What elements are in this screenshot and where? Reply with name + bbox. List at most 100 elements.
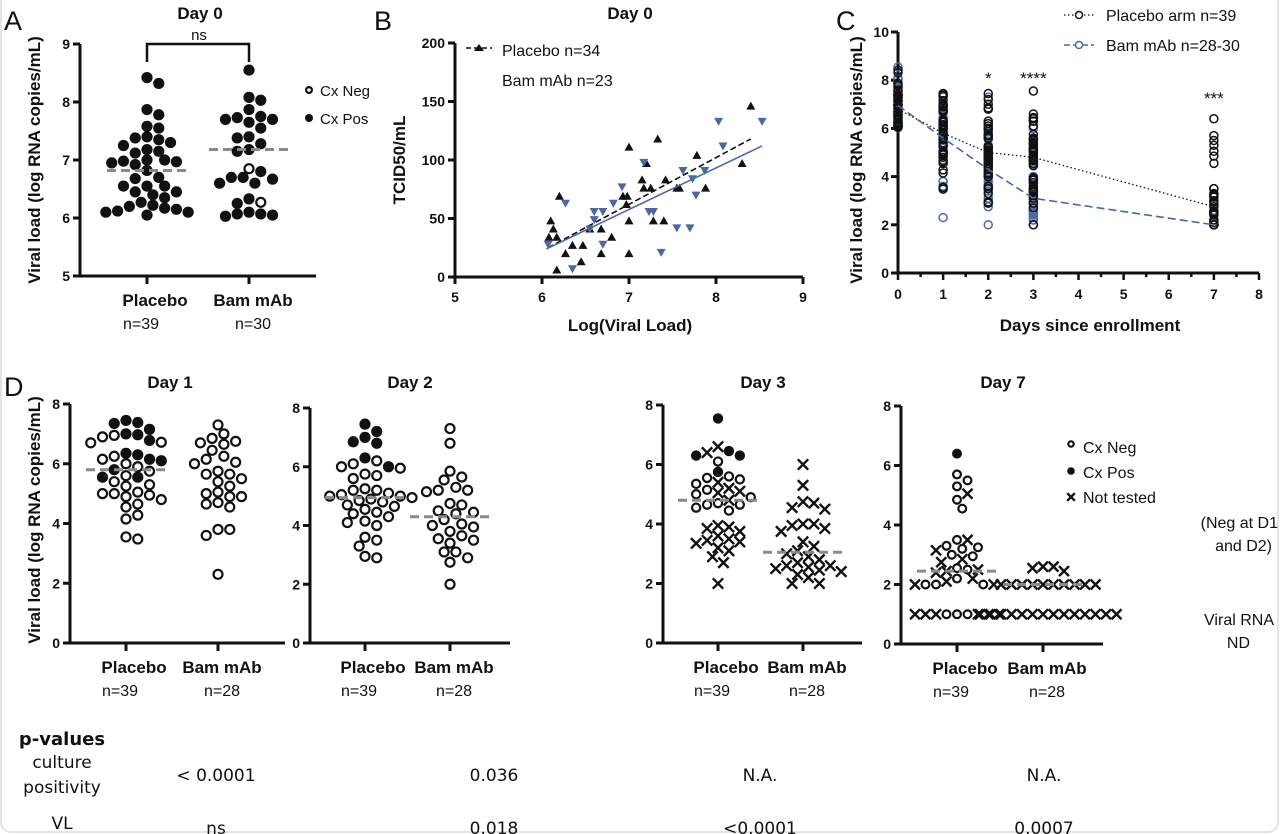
- cx-pos-point: [159, 202, 171, 214]
- y-tick-label: 8: [52, 396, 60, 412]
- cx-neg-point: [206, 444, 218, 456]
- not-tested-point: [802, 571, 815, 584]
- cx-neg-point: [951, 469, 962, 480]
- viral-load-point: [1209, 210, 1219, 220]
- cx-neg-point: [444, 556, 456, 568]
- cx-neg-point: [212, 486, 224, 498]
- cx-pos-point: [143, 434, 156, 447]
- cx-pos-point: [255, 94, 267, 106]
- cx-neg-point: [120, 480, 132, 492]
- not-tested-point: [711, 529, 725, 542]
- legend-label: Cx Neg: [1083, 440, 1136, 457]
- not-tested-point: [930, 608, 942, 621]
- cx-neg-point: [962, 609, 973, 620]
- placebo-point: [692, 150, 702, 159]
- cx-pos-point: [382, 461, 395, 473]
- viral-load-point: [893, 80, 903, 91]
- placebo-point: [624, 216, 634, 225]
- cx-neg-point: [132, 533, 144, 545]
- y-tick-label: 0: [437, 269, 445, 285]
- cx-pos-point: [147, 199, 159, 211]
- row-label: culture: [32, 753, 91, 773]
- legend-not-tested-icon: [1066, 492, 1076, 502]
- cx-pos-point: [182, 206, 194, 218]
- placebo-point: [560, 249, 570, 258]
- cx-pos-point: [255, 122, 267, 134]
- group-points: [100, 72, 194, 221]
- y-tick-label: 4: [645, 516, 653, 532]
- viral-load-point: [983, 183, 993, 194]
- cx-pos-point: [147, 189, 159, 201]
- not-tested-point: [1110, 608, 1123, 621]
- cx-neg-point: [218, 428, 230, 440]
- cx-neg-point: [723, 505, 735, 516]
- cx-neg-point: [347, 508, 359, 520]
- group-points: [769, 458, 848, 590]
- y-tick-label: 0: [645, 635, 653, 651]
- placebo-point: [576, 257, 586, 266]
- y-tick-label: 0: [52, 635, 60, 651]
- cx-neg-point: [467, 521, 480, 533]
- placebo-point: [648, 216, 658, 225]
- cx-neg-point: [438, 474, 450, 486]
- bam-point: [617, 183, 627, 192]
- not-tested-point: [966, 572, 979, 585]
- cx-neg-point: [120, 470, 132, 482]
- group-label: Bam mAb: [182, 658, 261, 677]
- y-tick-label: 2: [292, 576, 300, 592]
- cx-neg-point: [951, 563, 962, 574]
- cx-neg-point: [212, 465, 224, 477]
- viral-load-point: [983, 201, 993, 212]
- cx-pos-point: [141, 120, 153, 132]
- cx-pos-point: [141, 131, 153, 143]
- cx-pos-point: [129, 159, 141, 171]
- x-tick-label: 6: [1165, 286, 1173, 302]
- cx-neg-point: [341, 516, 353, 529]
- not-tested-point: [984, 608, 997, 621]
- not-tested-point: [791, 556, 804, 569]
- panel-letter-a: A: [4, 6, 22, 36]
- bam-point: [678, 167, 688, 176]
- cx-neg-point: [456, 530, 468, 542]
- not-tested-point: [1026, 608, 1039, 621]
- cx-pos-point: [266, 113, 279, 125]
- not-tested-point: [1047, 560, 1060, 573]
- y-tick-label: 0: [292, 635, 300, 651]
- cx-neg-point: [951, 481, 962, 492]
- cx-neg-point: [359, 531, 371, 543]
- legend-label: Placebo n=34: [502, 43, 600, 60]
- viral-load-point: [938, 120, 948, 130]
- cx-neg-point: [690, 478, 702, 490]
- y-tick-label: 9: [62, 36, 70, 52]
- panel-title: Day 0: [177, 4, 222, 23]
- not-tested-point: [961, 487, 974, 500]
- cx-neg-point: [371, 519, 383, 532]
- group-n-label: n=28: [436, 683, 472, 700]
- cx-pos-point: [359, 418, 371, 430]
- cx-neg-point: [188, 458, 201, 470]
- group-label: Bam mAb: [213, 291, 292, 310]
- cx-neg-point: [120, 458, 132, 470]
- cx-pos-point: [141, 72, 153, 84]
- cx-pos-point: [141, 103, 153, 116]
- cx-neg-point: [951, 609, 962, 620]
- cx-pos-point: [219, 113, 232, 125]
- not-tested-point: [802, 561, 815, 574]
- not-tested-point: [690, 537, 703, 550]
- viral-load-point: [1028, 146, 1039, 157]
- cx-pos-point: [153, 171, 165, 183]
- placebo-point: [639, 183, 649, 192]
- not-tested-point: [1005, 608, 1018, 621]
- group-n-label: n=28: [789, 683, 825, 700]
- y-tick-label: 7: [62, 152, 70, 168]
- y-axis-title: Viral load (log RNA copies/mL): [25, 36, 44, 283]
- cx-neg-point: [224, 523, 236, 536]
- cx-neg-point: [235, 473, 248, 485]
- mean-line-placebo: [897, 108, 1215, 208]
- not-tested-point: [1068, 608, 1081, 621]
- legend-cx-neg-icon: [1067, 440, 1075, 448]
- cx-pos-point: [243, 64, 255, 76]
- y-tick-label: 8: [292, 400, 300, 416]
- cx-pos-point: [96, 471, 109, 483]
- group-label: Placebo: [693, 658, 758, 677]
